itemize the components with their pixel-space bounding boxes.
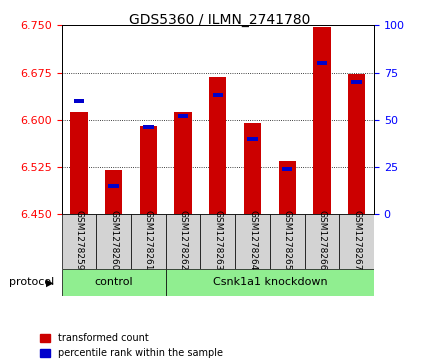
Bar: [247, 137, 258, 140]
Bar: [105, 170, 122, 214]
Bar: [70, 111, 88, 214]
Bar: [317, 61, 327, 65]
Bar: [62, 269, 166, 296]
Bar: [140, 126, 157, 214]
Text: GSM1278263: GSM1278263: [213, 210, 222, 270]
Bar: [270, 214, 304, 269]
Bar: [174, 111, 192, 214]
Text: GSM1278260: GSM1278260: [109, 210, 118, 270]
Bar: [166, 214, 201, 269]
Bar: [201, 214, 235, 269]
Bar: [209, 77, 227, 214]
Text: GDS5360 / ILMN_2741780: GDS5360 / ILMN_2741780: [129, 13, 311, 27]
Text: GSM1278266: GSM1278266: [317, 210, 326, 270]
Bar: [235, 214, 270, 269]
Text: control: control: [94, 277, 133, 287]
Bar: [313, 26, 330, 214]
Bar: [304, 214, 339, 269]
Bar: [244, 123, 261, 214]
Text: protocol: protocol: [9, 277, 54, 287]
Bar: [143, 126, 154, 129]
Text: ▶: ▶: [46, 277, 54, 287]
Text: GSM1278259: GSM1278259: [74, 210, 84, 270]
Bar: [74, 99, 84, 103]
Bar: [109, 184, 119, 188]
Bar: [62, 214, 96, 269]
Bar: [131, 214, 166, 269]
Bar: [282, 167, 293, 171]
Bar: [339, 214, 374, 269]
Legend: transformed count, percentile rank within the sample: transformed count, percentile rank withi…: [40, 333, 223, 358]
Text: GSM1278262: GSM1278262: [179, 210, 187, 270]
Bar: [213, 93, 223, 97]
Bar: [279, 161, 296, 214]
Bar: [178, 114, 188, 118]
Bar: [166, 269, 374, 296]
Bar: [348, 74, 365, 214]
Text: GSM1278265: GSM1278265: [283, 210, 292, 270]
Text: GSM1278261: GSM1278261: [144, 210, 153, 270]
Bar: [96, 214, 131, 269]
Bar: [352, 80, 362, 84]
Text: GSM1278264: GSM1278264: [248, 210, 257, 270]
Text: Csnk1a1 knockdown: Csnk1a1 knockdown: [213, 277, 327, 287]
Text: GSM1278267: GSM1278267: [352, 210, 361, 270]
